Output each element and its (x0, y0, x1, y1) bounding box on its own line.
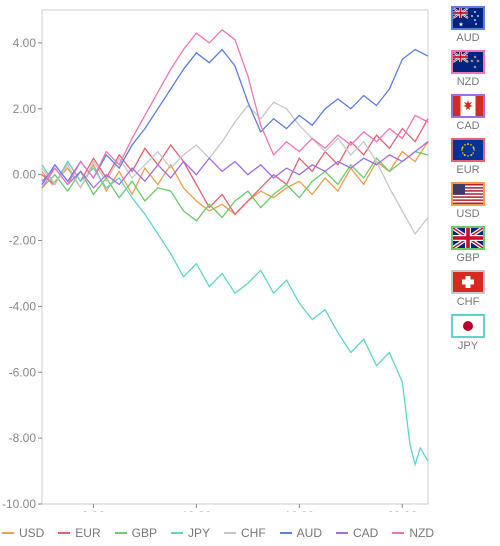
legend-label: GBP (132, 526, 157, 540)
chart-container: -10.00 -8.00 -6.00 -4.00 -2.00 0.00 2.00 4.00 8:… (0, 0, 436, 546)
flag-item-jpy[interactable]: JPY (451, 314, 485, 352)
legend-swatch (171, 532, 183, 534)
y-tick-label: 0.00 (13, 168, 37, 182)
legend-swatch (336, 532, 348, 534)
legend-swatch (58, 532, 70, 534)
flag-label: USD (456, 208, 479, 220)
flag-item-chf[interactable]: CHF (451, 270, 485, 308)
legend-swatch (115, 532, 127, 534)
legend-label: NZD (409, 526, 434, 540)
flag-label: GBP (456, 252, 479, 264)
flag-item-aud[interactable]: AUD (451, 6, 485, 44)
flag-label: EUR (456, 164, 479, 176)
currency-flag-sidebar: AUD NZD CAD EUR USD GBP CHF JPY (436, 0, 500, 546)
legend-label: EUR (75, 526, 100, 540)
y-tick-label: -8.00 (9, 431, 37, 445)
flag-icon-gb (451, 226, 485, 250)
legend-label: JPY (188, 526, 210, 540)
legend-swatch (392, 532, 404, 534)
legend-label: CAD (353, 526, 378, 540)
y-tick-label: 4.00 (13, 36, 37, 50)
legend-swatch (280, 532, 292, 534)
flag-item-eur[interactable]: EUR (451, 138, 485, 176)
legend-label: CHF (241, 526, 266, 540)
flag-item-cad[interactable]: CAD (451, 94, 485, 132)
legend-swatch (2, 532, 14, 534)
flag-label: NZD (457, 76, 480, 88)
x-tick-label: 16:00 (284, 509, 314, 512)
flag-icon-nz (451, 50, 485, 74)
flag-item-usd[interactable]: USD (451, 182, 485, 220)
flag-label: CAD (456, 120, 479, 132)
y-tick-label: -4.00 (9, 299, 37, 313)
flag-icon-au (451, 6, 485, 30)
y-tick-label: -6.00 (9, 365, 37, 379)
flag-icon-ch (451, 270, 485, 294)
legend-item-usd[interactable]: USD (2, 526, 44, 540)
y-tick-label: -2.00 (9, 234, 37, 248)
chart-svg: -10.00 -8.00 -6.00 -4.00 -2.00 0.00 2.00 4.00 8:… (0, 0, 436, 512)
flag-item-nzd[interactable]: NZD (451, 50, 485, 88)
legend: USD EUR GBP JPY CHF AUD CAD NZD (0, 526, 436, 540)
flag-icon-us (451, 182, 485, 206)
x-tick-label: 8:00 (82, 509, 106, 512)
legend-item-eur[interactable]: EUR (58, 526, 100, 540)
legend-item-gbp[interactable]: GBP (115, 526, 157, 540)
legend-item-jpy[interactable]: JPY (171, 526, 210, 540)
x-tick-label: 20:00 (387, 509, 417, 512)
flag-icon-ca (451, 94, 485, 118)
y-tick-label: 2.00 (13, 102, 37, 116)
y-tick-label: -10.00 (2, 497, 36, 511)
legend-item-nzd[interactable]: NZD (392, 526, 434, 540)
flag-icon-jp (451, 314, 485, 338)
flag-icon-eu (451, 138, 485, 162)
flag-label: CHF (457, 296, 480, 308)
flag-label: AUD (456, 32, 479, 44)
legend-label: AUD (297, 526, 322, 540)
legend-item-aud[interactable]: AUD (280, 526, 322, 540)
plot-area[interactable] (42, 10, 428, 504)
legend-item-chf[interactable]: CHF (224, 526, 266, 540)
legend-label: USD (19, 526, 44, 540)
legend-swatch (224, 532, 236, 534)
legend-item-cad[interactable]: CAD (336, 526, 378, 540)
flag-label: JPY (458, 340, 478, 352)
flag-item-gbp[interactable]: GBP (451, 226, 485, 264)
x-tick-label: 12:00 (181, 509, 211, 512)
